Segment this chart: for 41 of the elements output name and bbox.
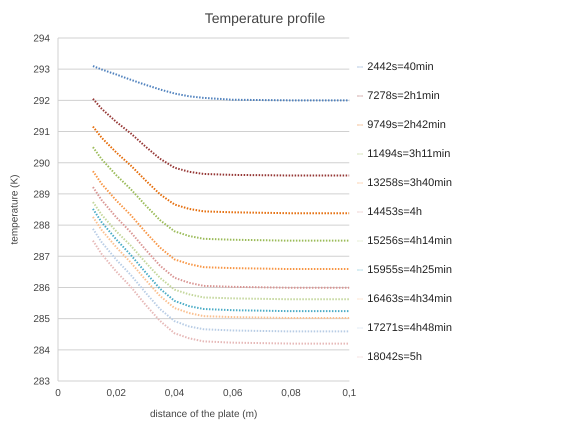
x-tick-label: 0,02 [106, 388, 126, 400]
legend-label: 14453s=4h [367, 206, 422, 218]
line-series [92, 186, 350, 289]
line-series [92, 201, 350, 300]
legend-label: 18042s=5h [367, 351, 422, 363]
y-tick-label: 286 [33, 283, 50, 294]
legend-label: 16463s=4h34min [367, 293, 452, 305]
line-series [92, 146, 350, 242]
line-series [92, 126, 350, 214]
legend-label: 11494s=3h11min [367, 148, 450, 160]
chart-title: Temperature profile [204, 10, 326, 26]
x-axis-title: distance of the plate (m) [150, 409, 258, 420]
line-series [92, 228, 350, 332]
x-tick-label: 0 [55, 388, 62, 400]
x-tick-label: 0,1 [342, 388, 357, 400]
x-tick-label: 0,04 [164, 388, 185, 400]
x-tick-label: 0,08 [281, 388, 302, 400]
legend-label: 9749s=2h42min [367, 119, 446, 131]
y-tick-label: 290 [33, 158, 50, 170]
y-tick-label: 285 [33, 314, 50, 326]
line-series [92, 170, 350, 270]
y-tick-label: 284 [33, 345, 50, 356]
line-series [92, 98, 350, 177]
legend-label: 15955s=4h25min [367, 264, 452, 276]
y-tick-label: 292 [33, 96, 50, 107]
legend-label: 15256s=4h14min [367, 235, 452, 247]
y-tick-label: 291 [33, 127, 50, 138]
y-tick-label: 283 [33, 376, 50, 388]
y-tick-label: 287 [33, 252, 50, 263]
y-tick-label: 294 [33, 34, 50, 45]
x-tick-label: 0,06 [223, 388, 243, 400]
line-series [92, 240, 350, 345]
y-axis-title: temperature (K) [10, 174, 21, 245]
legend-label: 17271s=4h48min [367, 322, 452, 334]
legend-label: 13258s=3h40min [367, 177, 452, 189]
y-tick-label: 293 [33, 64, 50, 76]
legend-label: 2442s=40min [367, 61, 434, 73]
legend-label: 7278s=2h1min [367, 90, 440, 102]
y-tick-label: 289 [33, 189, 50, 200]
y-tick-label: 288 [33, 220, 50, 232]
line-series [92, 65, 350, 102]
